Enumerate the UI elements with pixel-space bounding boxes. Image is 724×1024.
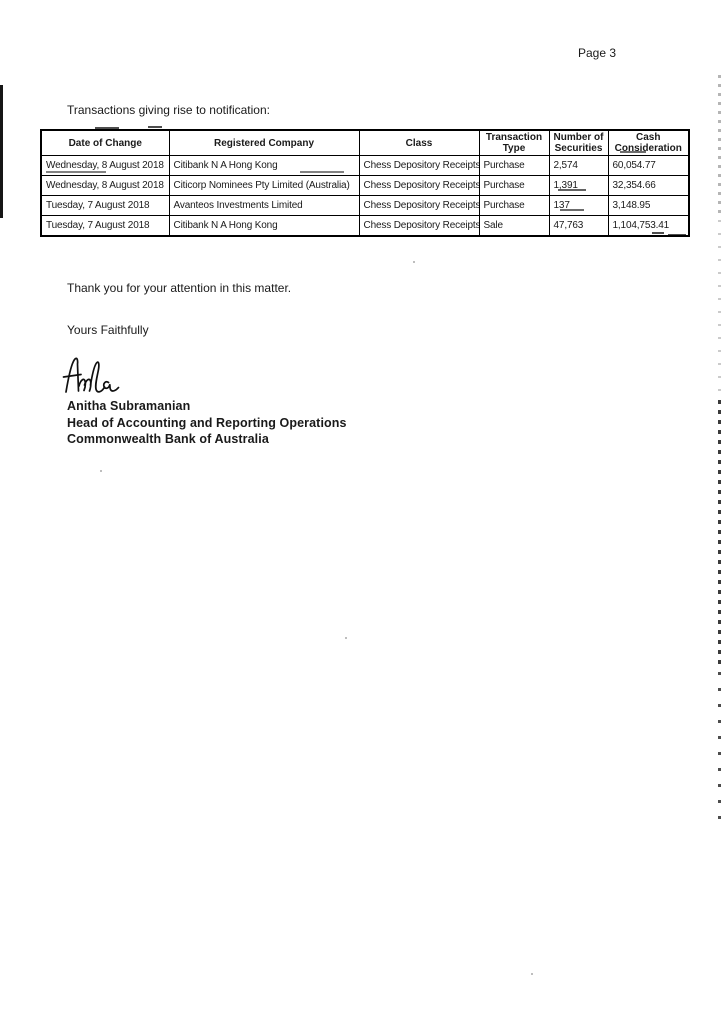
- table-cell: Chess Depository Receipts: [358, 155, 480, 176]
- valediction-line: Yours Faithfully: [67, 323, 149, 337]
- table-cell: Purchase: [478, 195, 550, 216]
- scan-artifact-right-dots: [718, 220, 721, 395]
- scan-noise-dash: [148, 126, 162, 128]
- table-body: Wednesday, 8 August 2018 Citibank N A Hon…: [40, 155, 690, 237]
- table-cell: Purchase: [478, 175, 550, 196]
- table-cell: Wednesday, 8 August 2018: [40, 175, 170, 196]
- table-row: Tuesday, 7 August 2018 Citibank N A Hong …: [40, 215, 690, 237]
- table-cell: 1,391: [548, 175, 609, 196]
- scan-artifact-left-bar: [0, 85, 3, 218]
- column-header: Class: [358, 129, 480, 156]
- table-cell: Wednesday, 8 August 2018: [40, 155, 170, 176]
- table-cell: 1,104,753.41: [607, 215, 690, 237]
- scan-artifact-right-dots: [718, 672, 721, 822]
- table-cell: 32,354.66: [607, 175, 690, 196]
- thanks-line: Thank you for your attention in this mat…: [67, 281, 292, 295]
- table-cell: Chess Depository Receipts: [358, 175, 480, 196]
- scan-artifact-right-dots: [718, 75, 721, 215]
- intro-line: Transactions giving rise to notification…: [67, 103, 270, 117]
- scan-speck: [531, 973, 533, 975]
- table-cell: 137: [548, 195, 609, 216]
- scan-speck: [345, 637, 347, 639]
- signature-block: Anitha Subramanian Head of Accounting an…: [67, 398, 347, 448]
- table-row: Wednesday, 8 August 2018 Citicorp Nominee…: [40, 175, 690, 196]
- scan-speck: [100, 470, 102, 472]
- scan-speck: [413, 261, 415, 263]
- table-cell: 47,763: [548, 215, 609, 237]
- signatory-title: Head of Accounting and Reporting Operati…: [67, 415, 347, 430]
- transactions-table: Date of Change Registered Company Class Tra…: [40, 129, 690, 237]
- table-cell: Citicorp Nominees Pty Limited (Australia…: [168, 175, 360, 196]
- table-cell: 2,574: [548, 155, 609, 176]
- table-cell: 60,054.77: [607, 155, 690, 176]
- table-cell: 3,148.95: [607, 195, 690, 216]
- table-cell: Sale: [478, 215, 550, 237]
- table-cell: Citibank N A Hong Kong: [168, 155, 360, 176]
- column-header: Number of Securities: [548, 129, 609, 156]
- scan-noise-dash: [95, 127, 119, 129]
- table-row: Wednesday, 8 August 2018 Citibank N A Hon…: [40, 155, 690, 176]
- table-cell: Chess Depository Receipts: [358, 215, 480, 237]
- scan-artifact-right-dots: [718, 400, 721, 665]
- table-cell: Chess Depository Receipts: [358, 195, 480, 216]
- table-cell: Tuesday, 7 August 2018: [40, 215, 170, 237]
- column-header: Cash Consideration: [607, 129, 690, 156]
- column-header: Registered Company: [168, 129, 360, 156]
- table-cell: Tuesday, 7 August 2018: [40, 195, 170, 216]
- signatory-organisation: Commonwealth Bank of Australia: [67, 432, 269, 446]
- column-header: Transaction Type: [478, 129, 550, 156]
- handwritten-signature: [62, 357, 120, 393]
- table-header-row: Date of Change Registered Company Class Tra…: [40, 129, 690, 156]
- table-cell: Purchase: [478, 155, 550, 176]
- table-cell: Avanteos Investments Limited: [168, 195, 360, 216]
- signatory-name: Anitha Subramanian: [67, 399, 191, 413]
- table-row: Tuesday, 7 August 2018 Avanteos Investmen…: [40, 195, 690, 216]
- table-cell: Citibank N A Hong Kong: [168, 215, 360, 237]
- column-header: Date of Change: [40, 129, 170, 156]
- page-number: Page 3: [578, 46, 617, 60]
